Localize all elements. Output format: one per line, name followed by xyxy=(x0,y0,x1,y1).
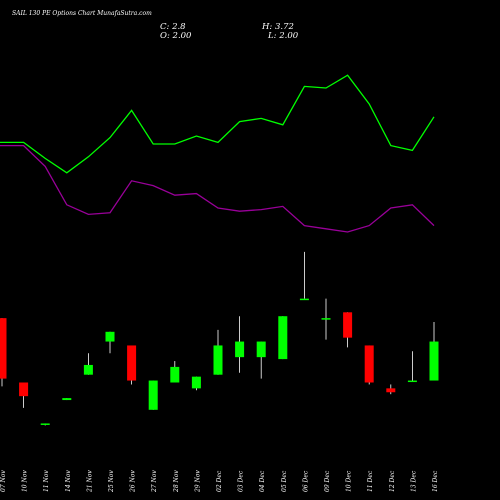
candle-body xyxy=(170,366,180,383)
candle-body xyxy=(191,376,201,389)
x-tick-label: 25 Nov xyxy=(108,470,115,493)
chart-title: SAIL 130 PE Options Chart MunafaSutra.co… xyxy=(12,10,152,17)
x-tick-label: 12 Dec xyxy=(389,470,396,492)
candle-body xyxy=(364,345,374,383)
line-series-1 xyxy=(0,74,435,174)
candle-body xyxy=(148,380,158,410)
candle-body xyxy=(0,318,7,379)
candle-body xyxy=(407,380,417,383)
candle-body xyxy=(105,331,115,342)
x-tick-label: 13 Dec xyxy=(410,470,417,492)
candle-body xyxy=(386,388,396,393)
open-value: O: 2.00 xyxy=(160,31,192,41)
high-value: H: 3.72 xyxy=(262,22,294,32)
candle-body xyxy=(127,345,137,381)
x-tick-label: 06 Dec xyxy=(302,470,309,492)
x-tick-label: 02 Dec xyxy=(216,470,223,492)
candle-body xyxy=(235,341,245,358)
line-series-2 xyxy=(0,144,435,233)
x-tick-label: 04 Dec xyxy=(259,470,266,492)
x-tick-label: 29 Nov xyxy=(194,470,201,493)
x-tick-label: 27 Nov xyxy=(151,470,158,493)
x-tick-label: 03 Dec xyxy=(238,470,245,492)
x-tick-label: 26 Nov xyxy=(130,470,137,493)
candle-body xyxy=(19,382,29,397)
candle-body xyxy=(321,318,331,320)
x-tick-label: 16 Dec xyxy=(432,470,439,492)
candle-body xyxy=(343,312,353,338)
candle-body xyxy=(83,364,93,375)
x-tick-label: 10 Dec xyxy=(346,470,353,492)
x-tick-label: 05 Dec xyxy=(281,470,288,492)
candle-body xyxy=(40,423,50,425)
candle-body xyxy=(62,398,72,401)
candle-body xyxy=(278,316,288,360)
x-tick-label: 10 Nov xyxy=(22,470,29,492)
x-tick-label: 09 Dec xyxy=(324,470,331,492)
x-tick-label: 14 Nov xyxy=(65,470,72,492)
x-tick-label: 07 Nov xyxy=(0,470,7,492)
x-tick-label: 11 Nov xyxy=(43,470,50,492)
x-tick-label: 11 Dec xyxy=(367,470,374,492)
x-tick-label: 28 Nov xyxy=(173,470,180,493)
close-value: C: 2.8 xyxy=(160,22,186,32)
low-value: L: 2.00 xyxy=(268,31,299,41)
candle-body xyxy=(256,341,266,358)
candle-body xyxy=(429,341,439,381)
x-tick-label: 21 Nov xyxy=(86,470,93,493)
candle-body xyxy=(299,298,309,301)
candle-body xyxy=(213,345,223,375)
